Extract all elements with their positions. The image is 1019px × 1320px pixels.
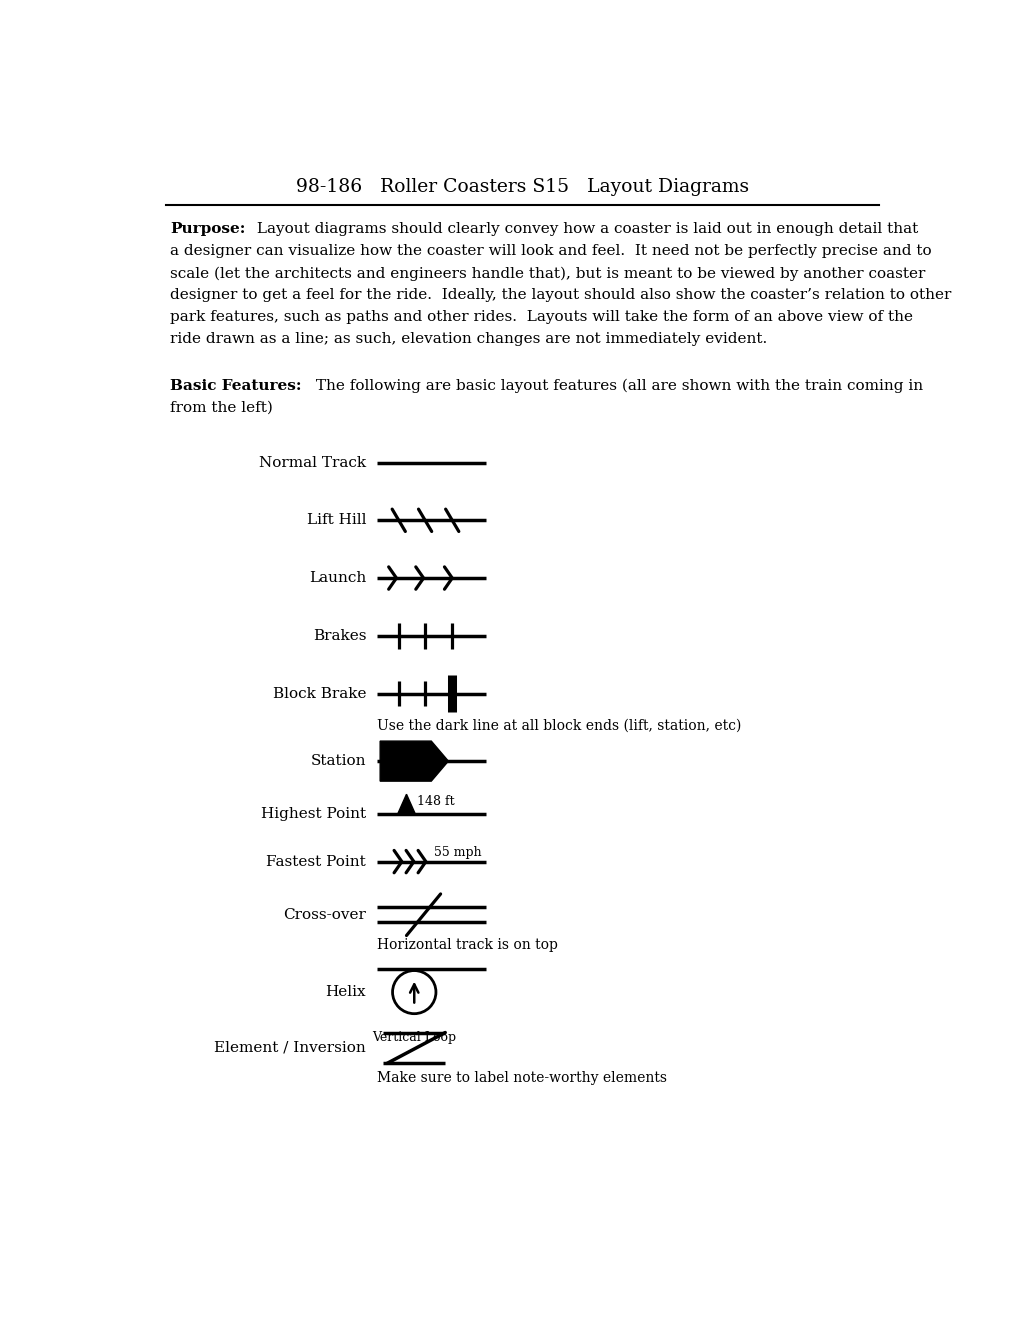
Text: Cross-over: Cross-over — [283, 908, 366, 921]
Text: Block Brake: Block Brake — [272, 686, 366, 701]
Text: scale (let the architects and engineers handle that), but is meant to be viewed : scale (let the architects and engineers … — [170, 267, 924, 281]
Text: ride drawn as a line; as such, elevation changes are not immediately evident.: ride drawn as a line; as such, elevation… — [170, 333, 766, 346]
Text: Brakes: Brakes — [313, 628, 366, 643]
Text: Horizontal track is on top: Horizontal track is on top — [377, 937, 557, 952]
Text: Launch: Launch — [309, 572, 366, 585]
Text: 98-186   Roller Coasters S15   Layout Diagrams: 98-186 Roller Coasters S15 Layout Diagra… — [296, 178, 749, 195]
Text: Fastest Point: Fastest Point — [266, 854, 366, 869]
Text: Make sure to label note-worthy elements: Make sure to label note-worthy elements — [377, 1071, 666, 1085]
Text: The following are basic layout features (all are shown with the train coming in: The following are basic layout features … — [311, 379, 922, 393]
Text: Lift Hill: Lift Hill — [307, 513, 366, 527]
Text: 55 mph: 55 mph — [434, 846, 482, 859]
Polygon shape — [397, 795, 415, 814]
Text: Use the dark line at all block ends (lift, station, etc): Use the dark line at all block ends (lif… — [377, 718, 741, 733]
Text: Highest Point: Highest Point — [261, 808, 366, 821]
Text: from the left): from the left) — [170, 400, 273, 414]
Text: Layout diagrams should clearly convey how a coaster is laid out in enough detail: Layout diagrams should clearly convey ho… — [252, 222, 918, 236]
Text: a designer can visualize how the coaster will look and feel.  It need not be per: a designer can visualize how the coaster… — [170, 244, 930, 259]
Text: Basic Features:: Basic Features: — [170, 379, 302, 392]
Text: Purpose:: Purpose: — [170, 222, 246, 236]
Text: Normal Track: Normal Track — [259, 455, 366, 470]
Polygon shape — [380, 741, 448, 781]
Text: 148 ft: 148 ft — [417, 795, 454, 808]
Text: Element / Inversion: Element / Inversion — [214, 1041, 366, 1055]
Text: designer to get a feel for the ride.  Ideally, the layout should also show the c: designer to get a feel for the ride. Ide… — [170, 288, 951, 302]
Text: Helix: Helix — [325, 985, 366, 999]
Text: Vertical Loop: Vertical Loop — [372, 1031, 455, 1044]
Text: Station: Station — [311, 754, 366, 768]
Text: park features, such as paths and other rides.  Layouts will take the form of an : park features, such as paths and other r… — [170, 310, 912, 325]
